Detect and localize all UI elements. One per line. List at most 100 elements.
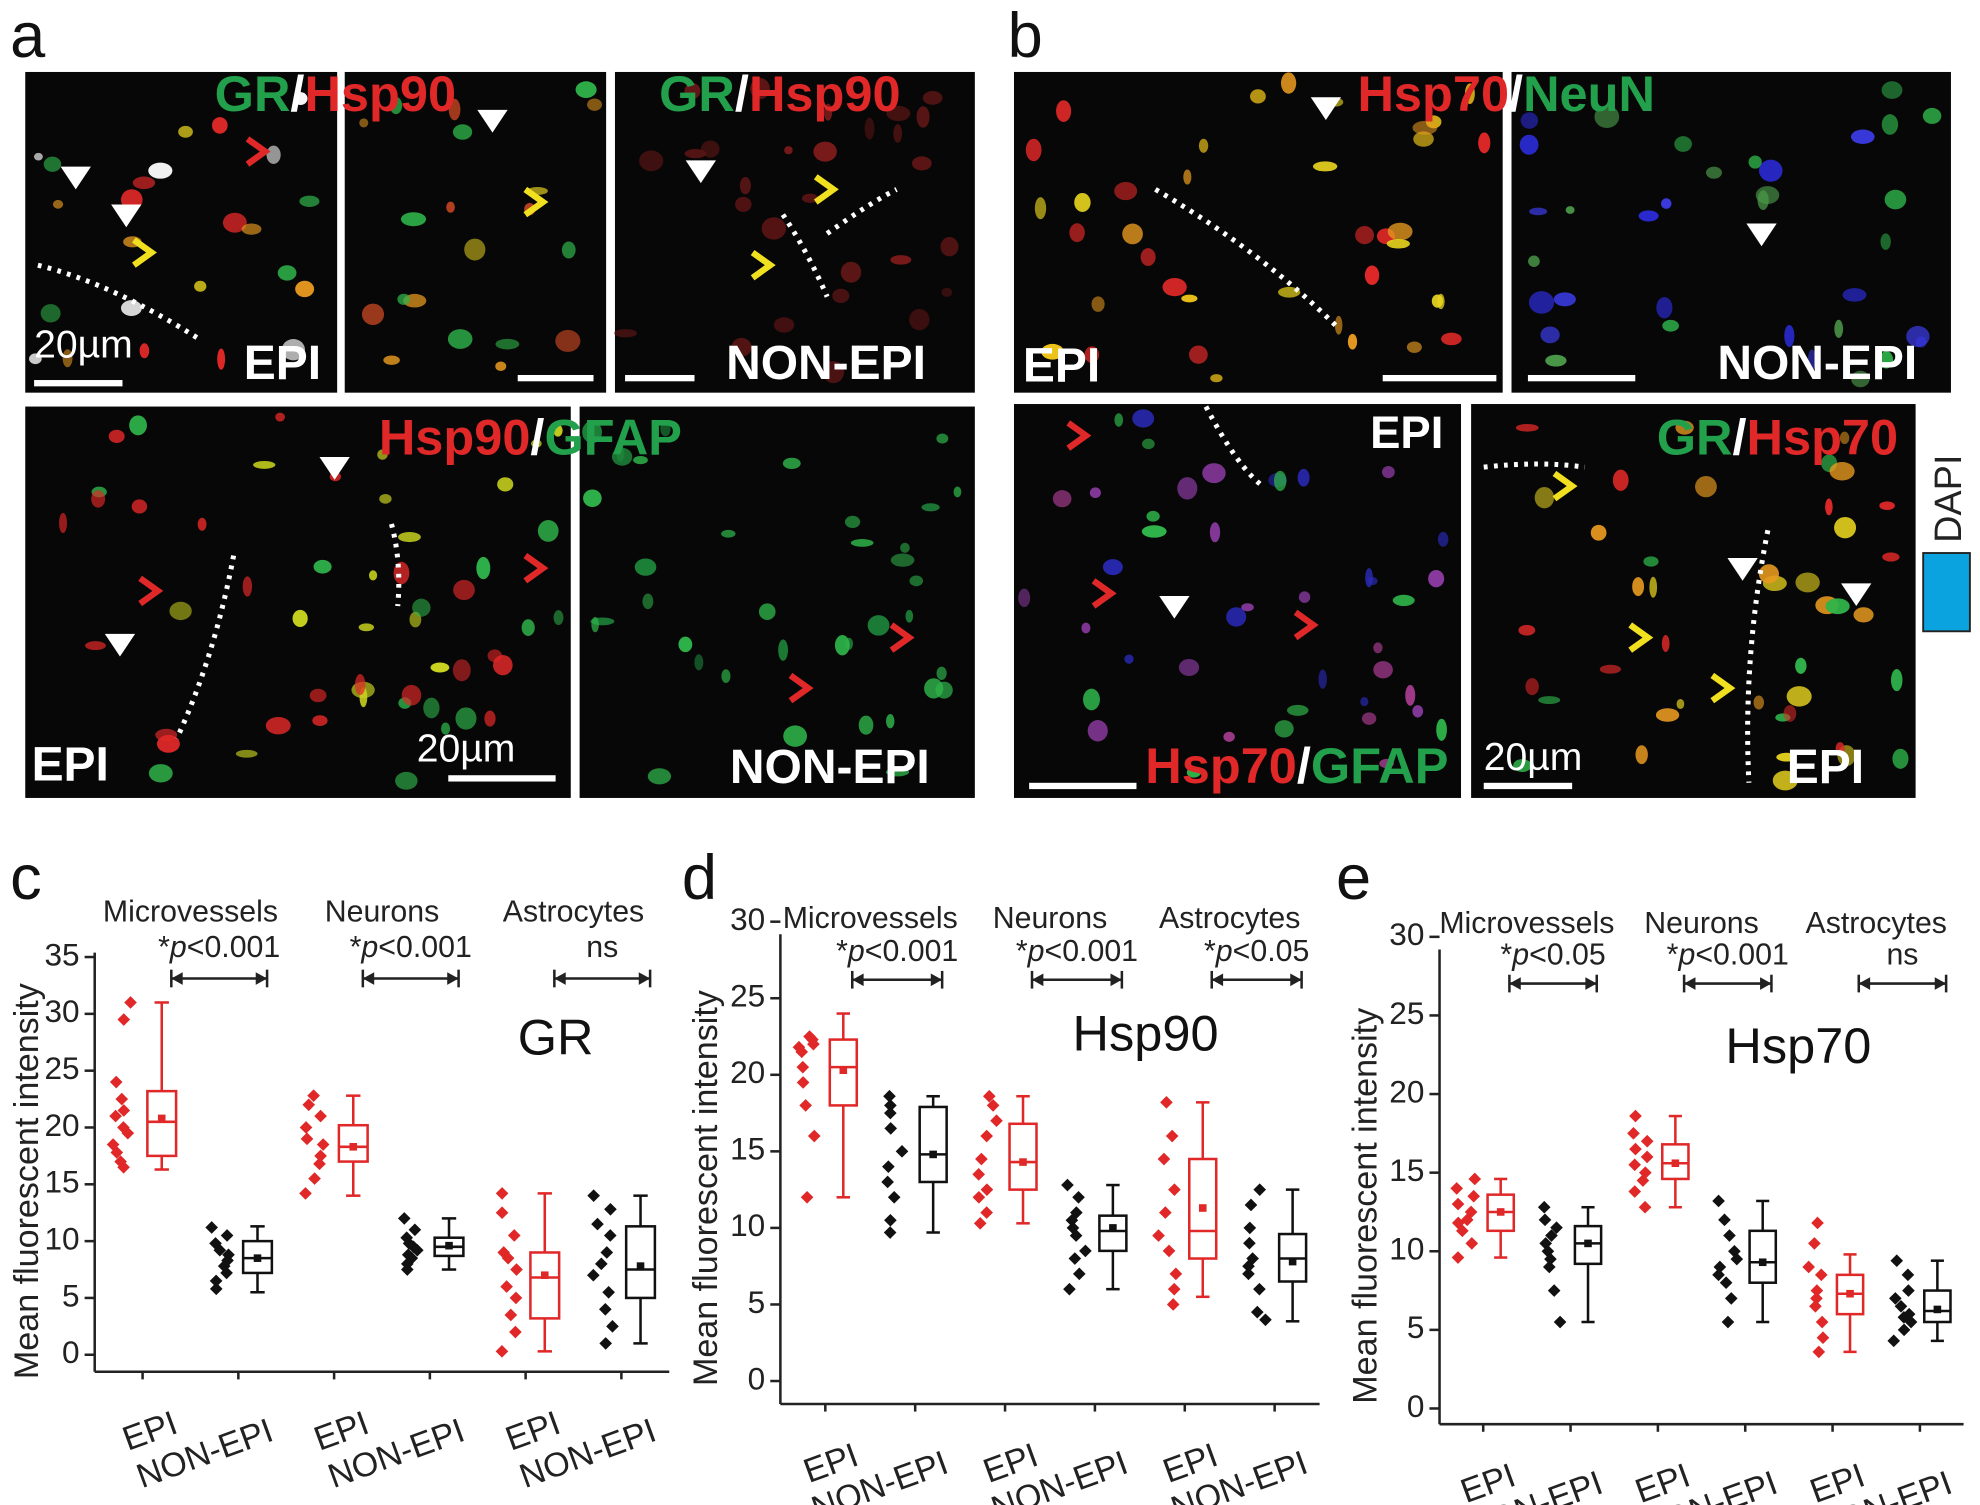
cell (1882, 552, 1900, 562)
cell (1250, 89, 1266, 104)
significance-part: <0.05 (1233, 935, 1310, 968)
arrowhead (1066, 420, 1092, 451)
data-point (408, 1223, 422, 1237)
cell (1834, 319, 1844, 338)
cell (813, 141, 837, 162)
mean (1933, 1305, 1942, 1314)
data-point (209, 1282, 223, 1296)
arrow (319, 457, 350, 480)
data-point (1718, 1213, 1731, 1227)
stain-label: Hsp70/GFAP (1145, 737, 1448, 794)
region-label: EPI (244, 337, 321, 390)
cell (108, 429, 125, 443)
cell (1373, 642, 1383, 654)
group-label: Neurons (1644, 907, 1759, 940)
cell (242, 576, 253, 597)
data-point (1902, 1284, 1915, 1297)
arrow (477, 109, 508, 133)
data-point (587, 1268, 600, 1282)
cell (1829, 462, 1855, 481)
cell (521, 619, 535, 636)
region-label: NON-EPI (726, 337, 926, 390)
bracket-arrow (1585, 977, 1597, 990)
cell (731, 337, 752, 357)
cell (1162, 277, 1187, 297)
cell (132, 176, 156, 190)
cell (1124, 654, 1134, 664)
data-point (884, 1106, 897, 1120)
data-point (209, 1237, 222, 1250)
y-tick-label: 15 (44, 1164, 79, 1200)
significance-part: <0.001 (1045, 935, 1139, 968)
data-point (1068, 1252, 1082, 1265)
arrow (104, 633, 136, 657)
group-label: Microvessels (1439, 907, 1614, 940)
data-point (205, 1221, 218, 1234)
cell (684, 149, 707, 159)
significance-part: p (847, 935, 865, 968)
cell (885, 768, 910, 777)
y-axis-label: Mean fluorescent intensity (1346, 1008, 1384, 1404)
cell (582, 420, 602, 444)
significance: *p<0.05 (1500, 939, 1605, 972)
data-point (504, 1308, 518, 1322)
vessel-outline (825, 187, 898, 236)
arrowhead (889, 622, 915, 653)
stain-label: GR/Hsp70 (1657, 409, 1898, 466)
cell (453, 579, 475, 601)
cell (495, 338, 520, 350)
cell (1178, 658, 1200, 676)
data-point (1545, 1229, 1558, 1242)
panel-label: d (682, 843, 717, 913)
data-point (1243, 1236, 1256, 1250)
cell (909, 575, 924, 587)
cell (400, 212, 427, 227)
data-point (602, 1285, 615, 1299)
mean (1671, 1159, 1680, 1168)
cell (614, 329, 638, 338)
cell (452, 124, 473, 140)
data-point (1451, 1251, 1465, 1264)
stain-name: Hsp90 (379, 409, 531, 466)
cell (211, 117, 228, 134)
data-point (587, 1189, 600, 1202)
cell (1052, 490, 1072, 508)
vessel-outline (37, 262, 204, 344)
cell (530, 439, 542, 448)
data-point (1628, 1158, 1642, 1172)
cell (464, 238, 486, 261)
data-point (495, 1345, 509, 1358)
data-point (1242, 1259, 1255, 1273)
cell (447, 329, 473, 349)
cell (773, 317, 795, 333)
cell (398, 532, 421, 543)
cell (1387, 222, 1413, 241)
significance-part: <0.001 (1695, 939, 1789, 972)
data-point (509, 1325, 522, 1339)
cell (495, 361, 507, 372)
scale-bar (625, 374, 695, 382)
cell (1464, 83, 1475, 104)
cell (750, 77, 770, 100)
y-tick-label: 30 (730, 901, 765, 937)
cell (758, 603, 776, 620)
stain-name: Hsp90 (304, 65, 456, 122)
data-point (1721, 1315, 1735, 1329)
cell (832, 288, 850, 304)
bracket-arrow (171, 972, 183, 985)
cell (701, 140, 720, 158)
data-point (510, 1263, 523, 1276)
significance-part: <0.001 (865, 935, 959, 968)
data-point (1152, 1229, 1165, 1242)
cell (1649, 576, 1658, 598)
cell (354, 674, 366, 696)
data-point (314, 1109, 327, 1123)
significance: *p<0.001 (1667, 939, 1789, 972)
data-point (1719, 1276, 1733, 1290)
cell (1772, 770, 1798, 791)
cell (678, 636, 693, 653)
data-point (1162, 1244, 1176, 1258)
arrow (111, 204, 142, 228)
data-point (975, 1152, 988, 1166)
cell (864, 117, 875, 140)
